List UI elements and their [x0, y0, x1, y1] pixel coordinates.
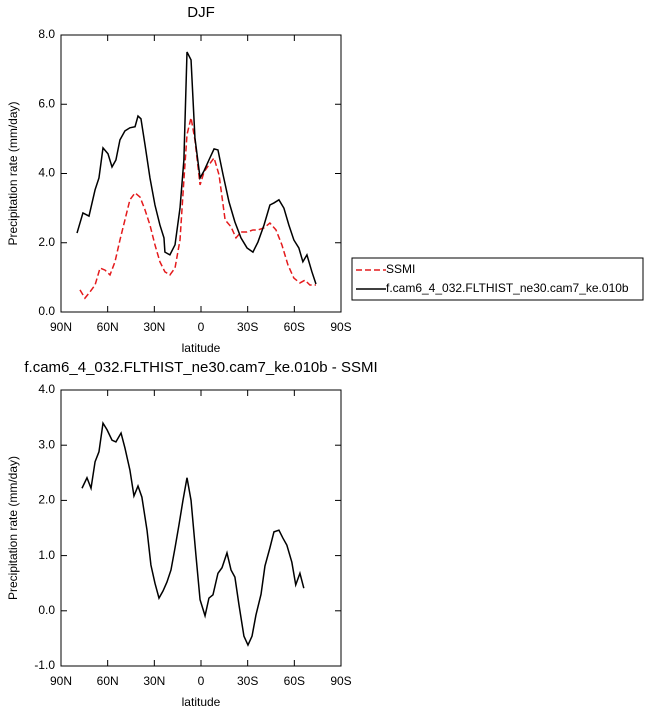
x-tick-label: 30N: [143, 320, 165, 334]
legend-box: [351, 257, 644, 301]
y-tick-label: 2.0: [38, 493, 55, 507]
x-tick-label: 0: [198, 674, 205, 688]
legend-label: SSMI: [386, 262, 415, 276]
y-tick-label: 0.0: [38, 603, 55, 617]
y-tick-label: 0.0: [38, 304, 55, 318]
x-tick-label: 0: [198, 320, 205, 334]
y-tick-label: 3.0: [38, 437, 55, 451]
y-tick-label: 1.0: [38, 548, 55, 562]
x-tick-label: 90S: [330, 320, 351, 334]
x-axis-label: latitude: [182, 341, 221, 355]
x-axis-label: latitude: [182, 695, 221, 709]
chart-title: f.cam6_4_032.FLTHIST_ne30.cam7_ke.010b -…: [24, 359, 377, 376]
y-tick-label: 8.0: [38, 27, 55, 41]
x-tick-label: 90N: [50, 320, 72, 334]
x-tick-label: 90N: [50, 674, 72, 688]
y-tick-label: 6.0: [38, 96, 55, 110]
y-tick-label: 2.0: [38, 235, 55, 249]
plot-frame: [60, 389, 342, 667]
data-line: [76, 51, 317, 285]
x-tick-label: 30S: [237, 674, 258, 688]
x-tick-label: 30S: [237, 320, 258, 334]
y-tick-label: 4.0: [38, 166, 55, 180]
chart-title: DJF: [187, 4, 215, 21]
x-tick-label: 60S: [284, 674, 305, 688]
x-tick-label: 30N: [143, 674, 165, 688]
data-line: [81, 420, 305, 647]
x-tick-label: 60N: [97, 320, 119, 334]
plot-frame: [60, 34, 342, 313]
legend-label: f.cam6_4_032.FLTHIST_ne30.cam7_ke.010b: [386, 281, 629, 295]
data-line: [79, 117, 316, 300]
y-axis-label: Precipitation rate (mm/day): [6, 101, 20, 245]
y-tick-label: 4.0: [38, 382, 55, 396]
x-tick-label: 60N: [97, 674, 119, 688]
y-tick-label: -1.0: [34, 658, 55, 672]
x-tick-label: 60S: [284, 320, 305, 334]
y-axis-label: Precipitation rate (mm/day): [6, 456, 20, 600]
x-tick-label: 90S: [330, 674, 351, 688]
